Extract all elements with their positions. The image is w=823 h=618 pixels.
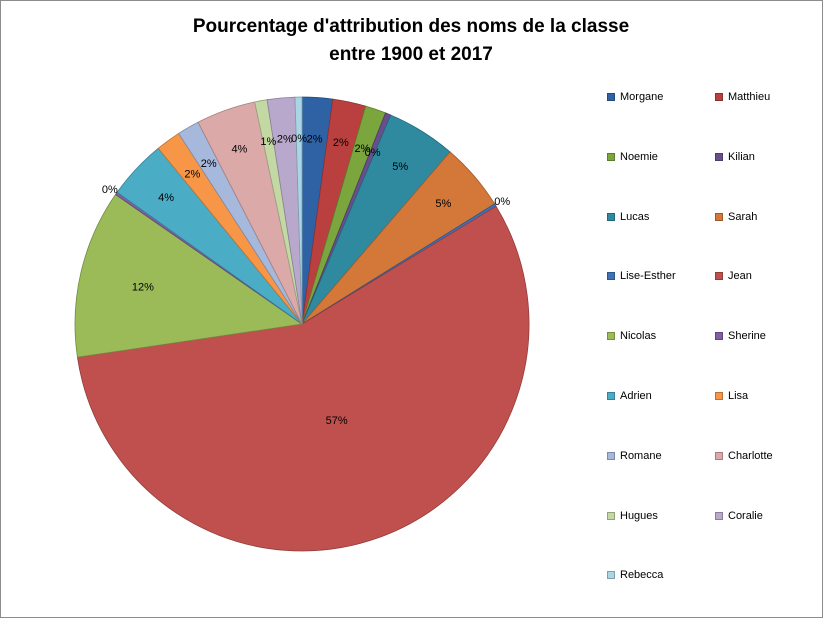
legend-label: Jean: [728, 270, 752, 283]
legend-item-rebecca: Rebecca: [607, 568, 663, 582]
slice-label-sarah: 5%: [435, 198, 451, 210]
legend-item-jean: Jean: [715, 269, 752, 283]
legend-label: Lucas: [620, 210, 650, 223]
legend-swatch: [607, 332, 615, 341]
legend-item-coralie: Coralie: [715, 509, 763, 523]
legend-label: Hugues: [620, 509, 658, 522]
slice-label-kilian: 0%: [365, 147, 381, 159]
slice-label-adrien: 4%: [158, 192, 174, 204]
pie-slice-nicolas: [74, 193, 304, 358]
legend-item-matthieu: Matthieu: [715, 90, 770, 104]
slice-label-rebecca: 0%: [291, 133, 307, 145]
legend-label: Charlotte: [728, 449, 773, 462]
legend-label: Sherine: [728, 330, 766, 343]
legend-swatch: [607, 93, 615, 101]
legend-swatch: [607, 451, 615, 460]
slice-label-lucas: 5%: [392, 161, 408, 173]
slice-label-lise-esther: 0%: [494, 196, 510, 208]
legend-item-adrien: Adrien: [607, 389, 652, 403]
legend-swatch: [715, 451, 723, 460]
legend-swatch: [607, 212, 615, 221]
legend-label: Sarah: [728, 210, 758, 223]
legend-item-sarah: Sarah: [715, 210, 757, 224]
legend-item-romane: Romane: [607, 449, 662, 463]
legend-label: Romane: [620, 449, 662, 462]
slice-label-hugues: 1%: [260, 136, 276, 148]
legend-swatch: [607, 392, 615, 400]
legend-swatch: [607, 571, 615, 580]
pie-slice-rebecca: [294, 96, 303, 325]
slice-label-coralie: 2%: [277, 134, 293, 146]
legend-label: Morgane: [620, 91, 664, 103]
legend-label: Matthieu: [728, 91, 771, 103]
legend-label: Rebecca: [620, 569, 664, 582]
legend-item-morgane: Morgane: [607, 90, 663, 104]
legend-label: Coralie: [728, 509, 763, 522]
legend-item-hugues: Hugues: [607, 509, 658, 523]
pie-slice-jean: [76, 205, 530, 552]
legend-item-sherine: Sherine: [715, 329, 766, 343]
slice-label-charlotte: 4%: [231, 144, 247, 156]
legend-swatch: [715, 392, 723, 400]
slice-label-noemie: 2%: [354, 143, 370, 155]
slice-label-lisa: 2%: [184, 169, 200, 181]
legend-item-kilian: Kilian: [715, 150, 755, 164]
legend-swatch: [715, 272, 723, 281]
slice-label-matthieu: 2%: [333, 137, 349, 149]
legend-item-nicolas: Nicolas: [607, 329, 656, 343]
slice-label-sherine: 0%: [102, 184, 118, 196]
legend-item-lise-esther: Lise-Esther: [607, 269, 676, 283]
chart-title-line-2: entre 1900 et 2017: [329, 44, 493, 65]
legend-label: Lisa: [728, 390, 749, 402]
slice-label-nicolas: 12%: [132, 282, 154, 294]
legend-swatch: [715, 212, 723, 221]
legend-item-noemie: Noemie: [607, 150, 658, 164]
legend-swatch: [715, 511, 723, 520]
slice-label-jean: 57%: [326, 415, 348, 427]
legend-item-lucas: Lucas: [607, 210, 649, 224]
legend-label: Lise-Esther: [620, 270, 676, 283]
legend-swatch: [607, 272, 615, 281]
legend-swatch: [715, 332, 723, 341]
chart-title: Pourcentage d'attribution des noms de la…: [61, 13, 761, 69]
legend-label: Adrien: [620, 390, 652, 402]
legend-item-charlotte: Charlotte: [715, 449, 773, 463]
legend-label: Kilian: [728, 150, 755, 163]
legend-item-lisa: Lisa: [715, 389, 748, 403]
legend-swatch: [715, 93, 723, 101]
legend-swatch: [607, 152, 615, 161]
legend-swatch: [607, 511, 615, 520]
legend-label: Noemie: [620, 150, 658, 163]
chart-title-line-1: Pourcentage d'attribution des noms de la…: [192, 16, 630, 37]
slice-label-romane: 2%: [201, 158, 217, 170]
slice-label-morgane: 2%: [307, 133, 323, 145]
legend-swatch: [715, 152, 723, 161]
legend-label: Nicolas: [620, 330, 657, 343]
